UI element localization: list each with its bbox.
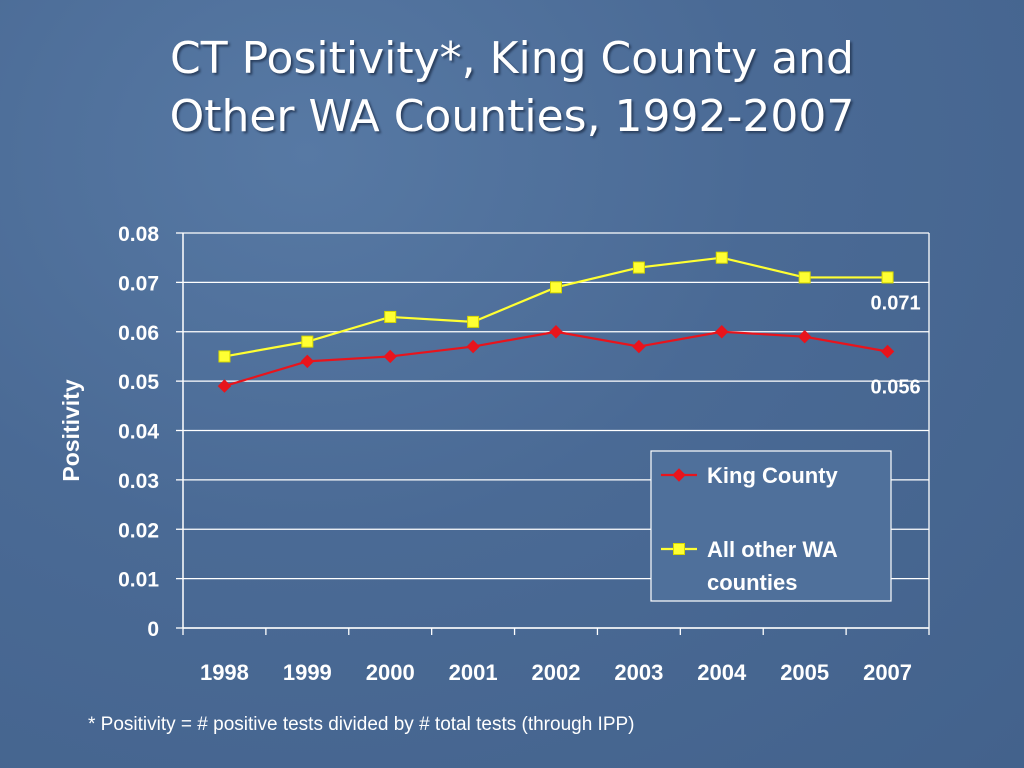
data-point-other-wa-counties bbox=[632, 261, 645, 274]
y-tick-label: 0.05 bbox=[118, 371, 159, 394]
data-point-king-county bbox=[217, 379, 232, 393]
data-label: 0.071 bbox=[871, 292, 921, 314]
y-tick-label: 0.01 bbox=[118, 569, 159, 592]
slide-title: CT Positivity*, King County and Other WA… bbox=[0, 30, 1024, 146]
x-tick-label: 1998 bbox=[200, 660, 249, 685]
legend-marker-other-wa-counties bbox=[673, 543, 685, 555]
data-point-king-county bbox=[797, 329, 812, 344]
x-tick-label: 2004 bbox=[697, 660, 747, 685]
y-tick-label: 0.04 bbox=[118, 421, 159, 444]
y-tick-label: 0.06 bbox=[118, 322, 159, 345]
title-line-2: Other WA Counties, 1992-2007 bbox=[169, 91, 855, 142]
data-point-other-wa-counties bbox=[301, 335, 314, 348]
series-line-king-county bbox=[224, 330, 888, 388]
data-point-king-county bbox=[383, 349, 397, 364]
data-point-king-county bbox=[632, 339, 646, 354]
data-point-other-wa-counties bbox=[467, 315, 480, 328]
legend-label-other-wa-counties: counties bbox=[707, 570, 797, 595]
data-label: 0.056 bbox=[871, 377, 921, 399]
y-axis-title: Positivity bbox=[58, 379, 84, 481]
series-layer bbox=[217, 251, 895, 393]
data-point-other-wa-counties bbox=[798, 271, 811, 284]
legend-marker-king-county bbox=[672, 468, 686, 482]
title-line-1: CT Positivity*, King County and bbox=[170, 33, 854, 84]
x-tick-label: 2003 bbox=[614, 660, 663, 685]
y-tick-label: 0.07 bbox=[118, 272, 159, 295]
data-point-other-wa-counties bbox=[384, 310, 397, 323]
legend-label-king-county: King County bbox=[707, 463, 839, 488]
footnote: * Positivity = # positive tests divided … bbox=[88, 714, 635, 735]
tick-labels: 0 0.01 0.02 0.03 0.04 0.05 0.06 0.07 0.08 1998 199… bbox=[58, 223, 921, 685]
x-tick-label: 2000 bbox=[366, 660, 415, 685]
data-point-king-county bbox=[549, 325, 563, 339]
data-point-other-wa-counties bbox=[715, 251, 728, 264]
y-tick-label: 0.03 bbox=[118, 470, 159, 493]
y-tick-label: 0.02 bbox=[118, 519, 159, 542]
data-point-other-wa-counties bbox=[881, 271, 894, 284]
legend-label-other-wa-counties: All other WA bbox=[707, 537, 838, 562]
x-tick-label: 2007 bbox=[863, 660, 912, 685]
legend: King County All other WA counties bbox=[650, 450, 892, 602]
axes bbox=[176, 232, 930, 635]
data-point-king-county bbox=[466, 339, 480, 354]
data-point-king-county bbox=[880, 344, 895, 359]
y-tick-label: 0.08 bbox=[118, 223, 159, 246]
x-tick-label: 2005 bbox=[780, 660, 829, 685]
series-line-other-wa-counties bbox=[224, 256, 888, 358]
x-tick-label: 2001 bbox=[449, 660, 498, 685]
data-point-king-county bbox=[300, 354, 315, 369]
data-point-other-wa-counties bbox=[218, 350, 231, 363]
data-point-other-wa-counties bbox=[550, 281, 562, 294]
x-tick-label: 1999 bbox=[283, 660, 332, 685]
data-point-king-county bbox=[715, 325, 729, 339]
y-tick-label: 0 bbox=[147, 618, 159, 641]
x-tick-label: 2002 bbox=[532, 660, 581, 685]
